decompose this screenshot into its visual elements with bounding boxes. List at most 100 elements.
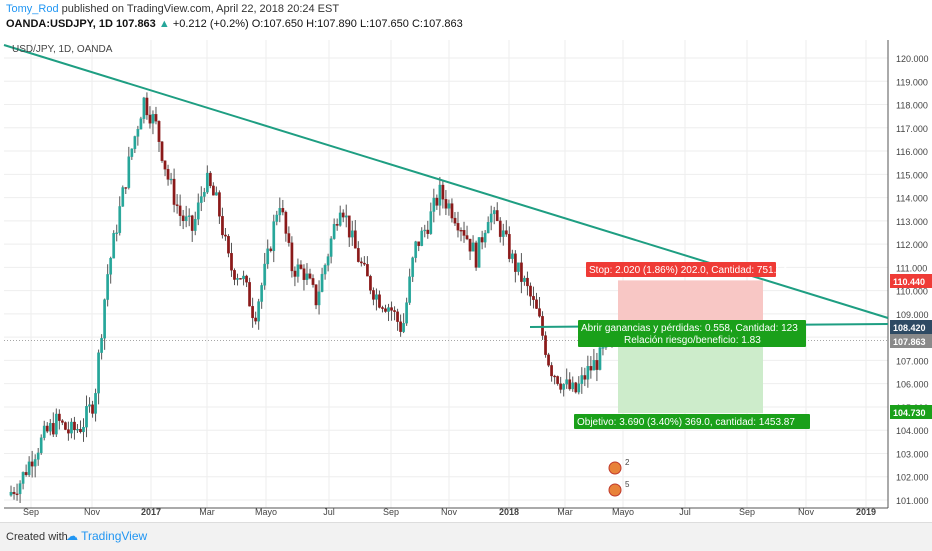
x-tick-label: Mar (199, 507, 215, 517)
x-tick-label: Nov (84, 507, 101, 517)
publish-line: Tomy_Rod published on TradingView.com, A… (6, 3, 339, 15)
candle-body (532, 296, 535, 300)
candle-body (27, 461, 31, 476)
x-tick-label: Nov (798, 507, 815, 517)
candle-body (193, 219, 197, 231)
price-label-box (890, 334, 932, 348)
candle-body (230, 253, 233, 271)
candle-body (526, 277, 529, 287)
candle-body (341, 212, 345, 218)
y-tick-label: 117.000 (896, 124, 928, 134)
y-tick-label: 110.000 (896, 287, 928, 297)
x-tick-label: 2017 (141, 507, 161, 517)
candle-body (233, 270, 236, 280)
candle-body (145, 97, 149, 116)
candle-body (224, 234, 227, 237)
candle-body (284, 211, 288, 234)
candle-body (154, 114, 158, 122)
candle-body (48, 422, 52, 432)
candle-body (67, 429, 70, 434)
price-label: 110.440 (893, 277, 925, 287)
candle-body (586, 366, 590, 380)
candle-body (9, 491, 13, 496)
descending-trendline[interactable] (3, 44, 889, 319)
y-tick-label: 114.000 (896, 194, 928, 204)
candle-body (175, 204, 179, 206)
candle-body (178, 205, 182, 216)
y-tick-label: 113.000 (896, 217, 928, 227)
candle-body (266, 248, 270, 265)
candle-body (471, 242, 475, 252)
candle-body (580, 375, 584, 384)
candle-body (127, 156, 131, 188)
candle-body (323, 265, 327, 275)
candle-body (347, 215, 351, 238)
candle-body (30, 461, 34, 467)
candle-body (109, 258, 113, 275)
candle-body (100, 338, 103, 353)
candle-body (33, 459, 37, 467)
y-tick-label: 107.000 (896, 356, 929, 366)
ohlc-values: O:107.650 H:107.890 L:107.650 C:107.863 (251, 18, 463, 30)
symbol-line: OANDA:USDJPY, 1D 107.863 ▲ +0.212 (+0.2%… (6, 18, 463, 30)
event-flag-icon[interactable] (608, 461, 622, 475)
candle-body (568, 379, 572, 390)
author-link[interactable]: Tomy_Rod (6, 3, 59, 15)
candle-body (326, 256, 330, 266)
candle-body (263, 263, 267, 286)
candle-body (118, 206, 122, 233)
price-label: 107.863 (893, 337, 926, 347)
y-tick-label: 116.000 (896, 147, 928, 157)
x-tick-label: Sep (383, 507, 399, 517)
tradingview-logo[interactable]: ☁ TradingView (66, 529, 148, 543)
candle-body (589, 366, 593, 371)
candle-body (257, 301, 261, 322)
y-tick-label: 119.000 (896, 77, 928, 87)
symbol-name: OANDA:USDJPY, 1D (6, 18, 113, 30)
candle-body (218, 192, 221, 217)
price-chart[interactable]: 101.000102.000103.000104.000105.000106.0… (0, 34, 932, 522)
x-tick-label: 2018 (499, 507, 519, 517)
candle-body (287, 233, 291, 243)
candle-body (64, 422, 67, 430)
y-tick-label: 120.000 (896, 54, 929, 64)
event-badge-count: 5 (625, 480, 630, 489)
candle-body (477, 237, 481, 268)
candle-body (332, 224, 336, 239)
candle-body (61, 420, 64, 423)
candle-body (82, 427, 85, 433)
event-flag-icon[interactable] (608, 483, 622, 497)
candle-body (592, 360, 596, 371)
candle-body (441, 184, 445, 200)
target-label: Objetivo: 3.690 (3.40%) 369.0, cantidad:… (577, 417, 795, 428)
candle-body (208, 172, 212, 187)
candle-body (378, 294, 381, 308)
candle-body (130, 148, 134, 157)
candle-body (583, 375, 587, 380)
candle-body (106, 274, 110, 300)
candle-body (227, 236, 230, 254)
candle-body (79, 428, 82, 433)
last-price: 107.863 (116, 18, 156, 30)
x-tick-label: 2019 (856, 507, 876, 517)
candle-body (142, 97, 146, 119)
price-label: 108.420 (893, 323, 926, 333)
candle-body (221, 216, 224, 236)
candle-body (254, 317, 257, 322)
candle-body (157, 121, 161, 142)
y-tick-label: 118.000 (896, 101, 928, 111)
candle-body (514, 253, 517, 272)
candle-body (70, 421, 73, 434)
candle-body (544, 335, 547, 355)
candle-body (520, 262, 523, 282)
candle-body (251, 306, 254, 319)
candle-body (356, 248, 360, 262)
candle-body (495, 210, 499, 222)
candle-body (402, 323, 405, 332)
y-tick-label: 115.000 (896, 170, 928, 180)
candle-body (202, 192, 206, 197)
y-tick-label: 111.000 (896, 263, 927, 273)
candle-body (205, 172, 209, 193)
publish-info: published on TradingView.com, April 22, … (61, 3, 340, 15)
candle-body (462, 230, 466, 236)
